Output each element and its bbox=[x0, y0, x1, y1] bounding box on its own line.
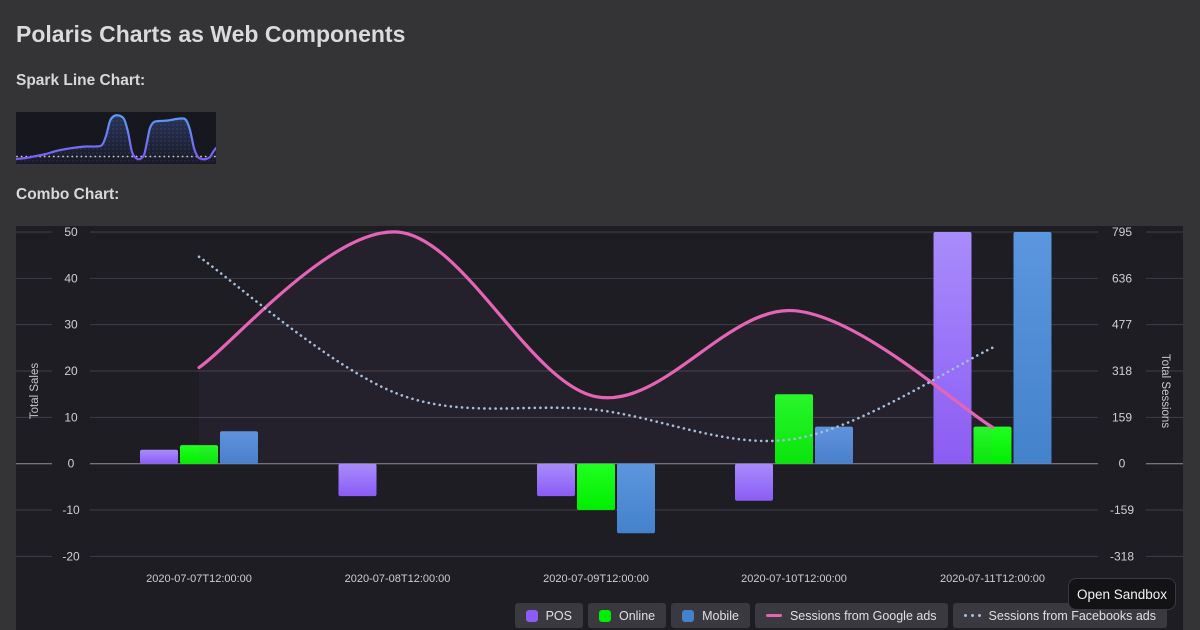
combo-chart: 50 40 30 20 10 0 -10 -20 795 636 477 318 159 0 -159 -31… bbox=[16, 224, 1183, 630]
bar-mobile bbox=[1013, 232, 1052, 464]
legend-label: POS bbox=[545, 608, 572, 623]
tick-label-bg bbox=[1098, 224, 1146, 240]
tick-label-bg bbox=[52, 270, 90, 287]
right-tick-label: 795 bbox=[1112, 226, 1132, 239]
left-tick-label: 10 bbox=[64, 410, 78, 424]
dotted-line-icon bbox=[963, 614, 981, 617]
left-tick-label: 30 bbox=[64, 318, 78, 332]
facebook-ads-line bbox=[197, 255, 994, 443]
tick-label-bg bbox=[52, 409, 90, 426]
google-ads-line bbox=[197, 230, 995, 429]
left-tick-label: -20 bbox=[62, 549, 80, 563]
spark-section-heading: Spark Line Chart: bbox=[16, 72, 146, 89]
spark-area-texture bbox=[16, 115, 216, 164]
tick-label-bg bbox=[52, 363, 90, 380]
legend-item-google-ads: Sessions from Google ads bbox=[754, 603, 948, 628]
legend-item-online: Online bbox=[587, 603, 667, 628]
x-axis-label: 2020-07-09T12:00:00 bbox=[543, 573, 649, 585]
x-axis-label: 2020-07-07T12:00:00 bbox=[146, 573, 252, 585]
legend-label: Online bbox=[618, 608, 656, 623]
combo-svg: 50 40 30 20 10 0 -10 -20 795 636 477 318 159 0 -159 -31… bbox=[16, 224, 1183, 585]
left-tick-label: -10 bbox=[62, 503, 80, 517]
legend-item-mobile: Mobile bbox=[671, 603, 750, 628]
tick-label-bg bbox=[52, 224, 90, 240]
bar-mobile bbox=[220, 431, 258, 464]
page-title: Polaris Charts as Web Components bbox=[16, 21, 406, 47]
combo-section-heading: Combo Chart: bbox=[16, 186, 120, 203]
tick-label-bg bbox=[1098, 316, 1146, 333]
tick-label-bg bbox=[52, 316, 90, 333]
tick-label-bg bbox=[1098, 455, 1146, 472]
bar-mobile bbox=[617, 463, 655, 534]
legend-label: Sessions from Google ads bbox=[789, 608, 937, 623]
left-tick-label: 0 bbox=[68, 457, 75, 471]
tick-label-bg bbox=[1098, 548, 1146, 565]
left-tick-label: 40 bbox=[64, 271, 78, 285]
x-axis-label: 2020-07-08T12:00:00 bbox=[345, 573, 451, 585]
left-tick-label: 20 bbox=[64, 364, 78, 378]
mobile-swatch-icon bbox=[682, 609, 695, 622]
right-tick-label: 0 bbox=[1119, 457, 1126, 471]
google-ads-area bbox=[199, 231, 993, 464]
x-axis-label: 2020-07-10T12:00:00 bbox=[741, 573, 847, 585]
legend-label: Mobile bbox=[702, 608, 739, 623]
right-tick-label: 477 bbox=[1112, 318, 1132, 332]
tick-label-bg bbox=[1098, 502, 1146, 519]
spark-line bbox=[14, 114, 218, 161]
tick-label-bg bbox=[1098, 409, 1146, 426]
bar-online bbox=[180, 445, 218, 464]
bar-online bbox=[775, 394, 813, 464]
tick-label-bg bbox=[52, 455, 90, 472]
tick-label-bg bbox=[52, 502, 90, 519]
chart-legend: POS Online Mobile Sessions from Google a… bbox=[514, 603, 1167, 628]
bar-mobile bbox=[815, 426, 853, 464]
tick-label-bg bbox=[1098, 363, 1146, 380]
legend-item-pos: POS bbox=[514, 603, 583, 628]
bar-pos bbox=[140, 449, 178, 464]
pos-swatch-icon bbox=[525, 609, 538, 622]
right-tick-label: 318 bbox=[1112, 364, 1132, 378]
legend-label: Sessions from Facebooks ads bbox=[988, 608, 1156, 623]
open-sandbox-button[interactable]: Open Sandbox bbox=[1068, 578, 1176, 610]
left-tick-label: 50 bbox=[64, 226, 78, 239]
bar-pos bbox=[338, 463, 377, 497]
sparkline-chart bbox=[14, 112, 218, 164]
bar-pos bbox=[537, 463, 575, 497]
right-tick-label: 159 bbox=[1112, 410, 1132, 424]
left-axis-title: Total Sales bbox=[29, 363, 41, 420]
bar-online bbox=[973, 426, 1012, 464]
right-tick-label: 636 bbox=[1112, 271, 1132, 285]
right-tick-label: -159 bbox=[1110, 503, 1134, 517]
bar-online bbox=[577, 463, 615, 511]
right-axis-title: Total Sessions bbox=[1159, 354, 1171, 428]
x-axis-label: 2020-07-11T12:00:00 bbox=[940, 573, 1045, 585]
tick-label-bg bbox=[1098, 270, 1146, 287]
bar-pos bbox=[735, 463, 773, 501]
right-tick-label: -318 bbox=[1110, 549, 1134, 563]
online-swatch-icon bbox=[598, 609, 611, 622]
solid-line-icon bbox=[765, 614, 782, 617]
sparkline-svg bbox=[14, 114, 218, 164]
tick-label-bg bbox=[52, 548, 90, 565]
